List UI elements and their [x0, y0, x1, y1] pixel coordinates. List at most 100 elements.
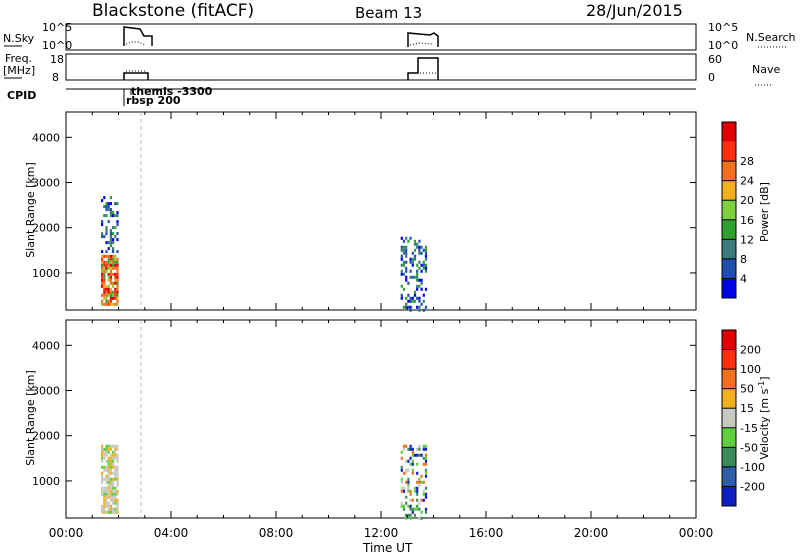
data-cell [116, 284, 119, 288]
data-cell [107, 504, 110, 508]
data-cell [109, 266, 112, 270]
data-cell [418, 305, 421, 309]
data-cell [116, 290, 119, 294]
data-cell [112, 238, 115, 242]
data-cell [116, 281, 119, 285]
data-cell [114, 507, 117, 511]
data-cell [114, 492, 117, 496]
data-cell [103, 447, 106, 451]
data-cell [103, 281, 106, 285]
y-tick-label: 1000 [32, 267, 60, 280]
colorbar-frame [721, 329, 737, 507]
data-cell [409, 492, 412, 496]
colorbar-swatch [722, 278, 736, 298]
data-cell [101, 223, 104, 227]
data-cell [101, 281, 104, 285]
data-cell [418, 245, 421, 249]
data-cell [413, 293, 417, 297]
data-cell [402, 287, 406, 291]
data-cell [112, 453, 115, 457]
data-cell [109, 232, 112, 236]
data-cell [416, 263, 419, 267]
data-cell [112, 260, 115, 264]
data-cell [400, 480, 403, 484]
data-cell [420, 263, 423, 267]
data-cell [402, 248, 406, 252]
colorbar-swatch [722, 466, 736, 487]
data-cell [112, 296, 115, 300]
data-cell [105, 477, 108, 481]
freq-tick-bottom: 8 [52, 71, 59, 84]
freq-tick-top: 18 [50, 53, 64, 66]
colorbar-swatch [722, 388, 736, 409]
colorbar-tick-label: -200 [740, 480, 765, 493]
data-cell [101, 480, 104, 484]
data-cell [422, 498, 425, 502]
data-cell [109, 302, 112, 306]
colorbar-tick-label: -50 [740, 441, 758, 454]
data-cell [116, 501, 119, 505]
y-tick-label: 2000 [32, 222, 60, 235]
data-cell [416, 278, 419, 282]
data-cell [101, 254, 104, 258]
data-cell [416, 242, 419, 246]
data-cell [112, 293, 115, 297]
data-cell [411, 510, 414, 514]
data-cell [411, 471, 414, 475]
data-cell [101, 269, 104, 273]
data-cell [416, 296, 419, 300]
data-cell [107, 459, 110, 463]
velocity-colorbar-label-exp: -1 [757, 381, 766, 389]
data-cell [109, 495, 112, 499]
data-cell [105, 450, 108, 454]
data-cell [116, 477, 119, 481]
data-cell [109, 269, 112, 273]
data-cell [105, 302, 108, 306]
data-cell [112, 272, 115, 276]
colorbar-tick-label: 28 [740, 155, 754, 168]
data-cell [407, 293, 410, 297]
data-cell [114, 257, 117, 261]
time-axis: 00:00 04:00 08:00 12:00 16:00 20:00 00:00 [49, 526, 714, 540]
colorbar-tick-label: 20 [740, 194, 754, 207]
data-cell [407, 281, 410, 285]
colorbar-tick-label: 50 [740, 383, 754, 396]
data-cell [109, 465, 112, 469]
data-cell [418, 251, 421, 255]
data-cell [112, 510, 115, 514]
data-cell [420, 474, 423, 478]
data-cell [418, 507, 421, 511]
data-cell [424, 251, 428, 255]
data-cell [112, 281, 115, 285]
data-cell [116, 278, 119, 282]
data-cell [420, 302, 423, 306]
data-cell [409, 236, 412, 240]
data-cell [409, 489, 412, 493]
data-cell [103, 260, 106, 264]
data-cell [424, 456, 428, 460]
data-cell [103, 214, 106, 218]
data-cell [107, 205, 110, 209]
power-colorbar-label: Power [dB] [758, 182, 771, 242]
data-cell [107, 483, 110, 487]
data-cell [112, 486, 115, 490]
colorbar-tick-label: -15 [740, 422, 758, 435]
data-cell [105, 287, 108, 291]
data-cell [116, 444, 119, 448]
data-cell [101, 450, 104, 454]
data-cell [413, 275, 417, 279]
data-cell [411, 459, 414, 463]
data-cell [411, 299, 414, 303]
data-cell [402, 447, 406, 451]
data-cell [105, 453, 108, 457]
nsearch-trace-1 [125, 41, 147, 46]
data-cell [405, 248, 408, 252]
data-cell [400, 293, 403, 297]
x-tick-label: 08:00 [259, 526, 294, 540]
data-cell [424, 453, 428, 457]
data-cell [109, 254, 112, 258]
data-cell [116, 263, 119, 267]
data-cell [112, 465, 115, 469]
data-cell [109, 260, 112, 264]
nsearch-tick-top: 10^5 [708, 21, 738, 34]
